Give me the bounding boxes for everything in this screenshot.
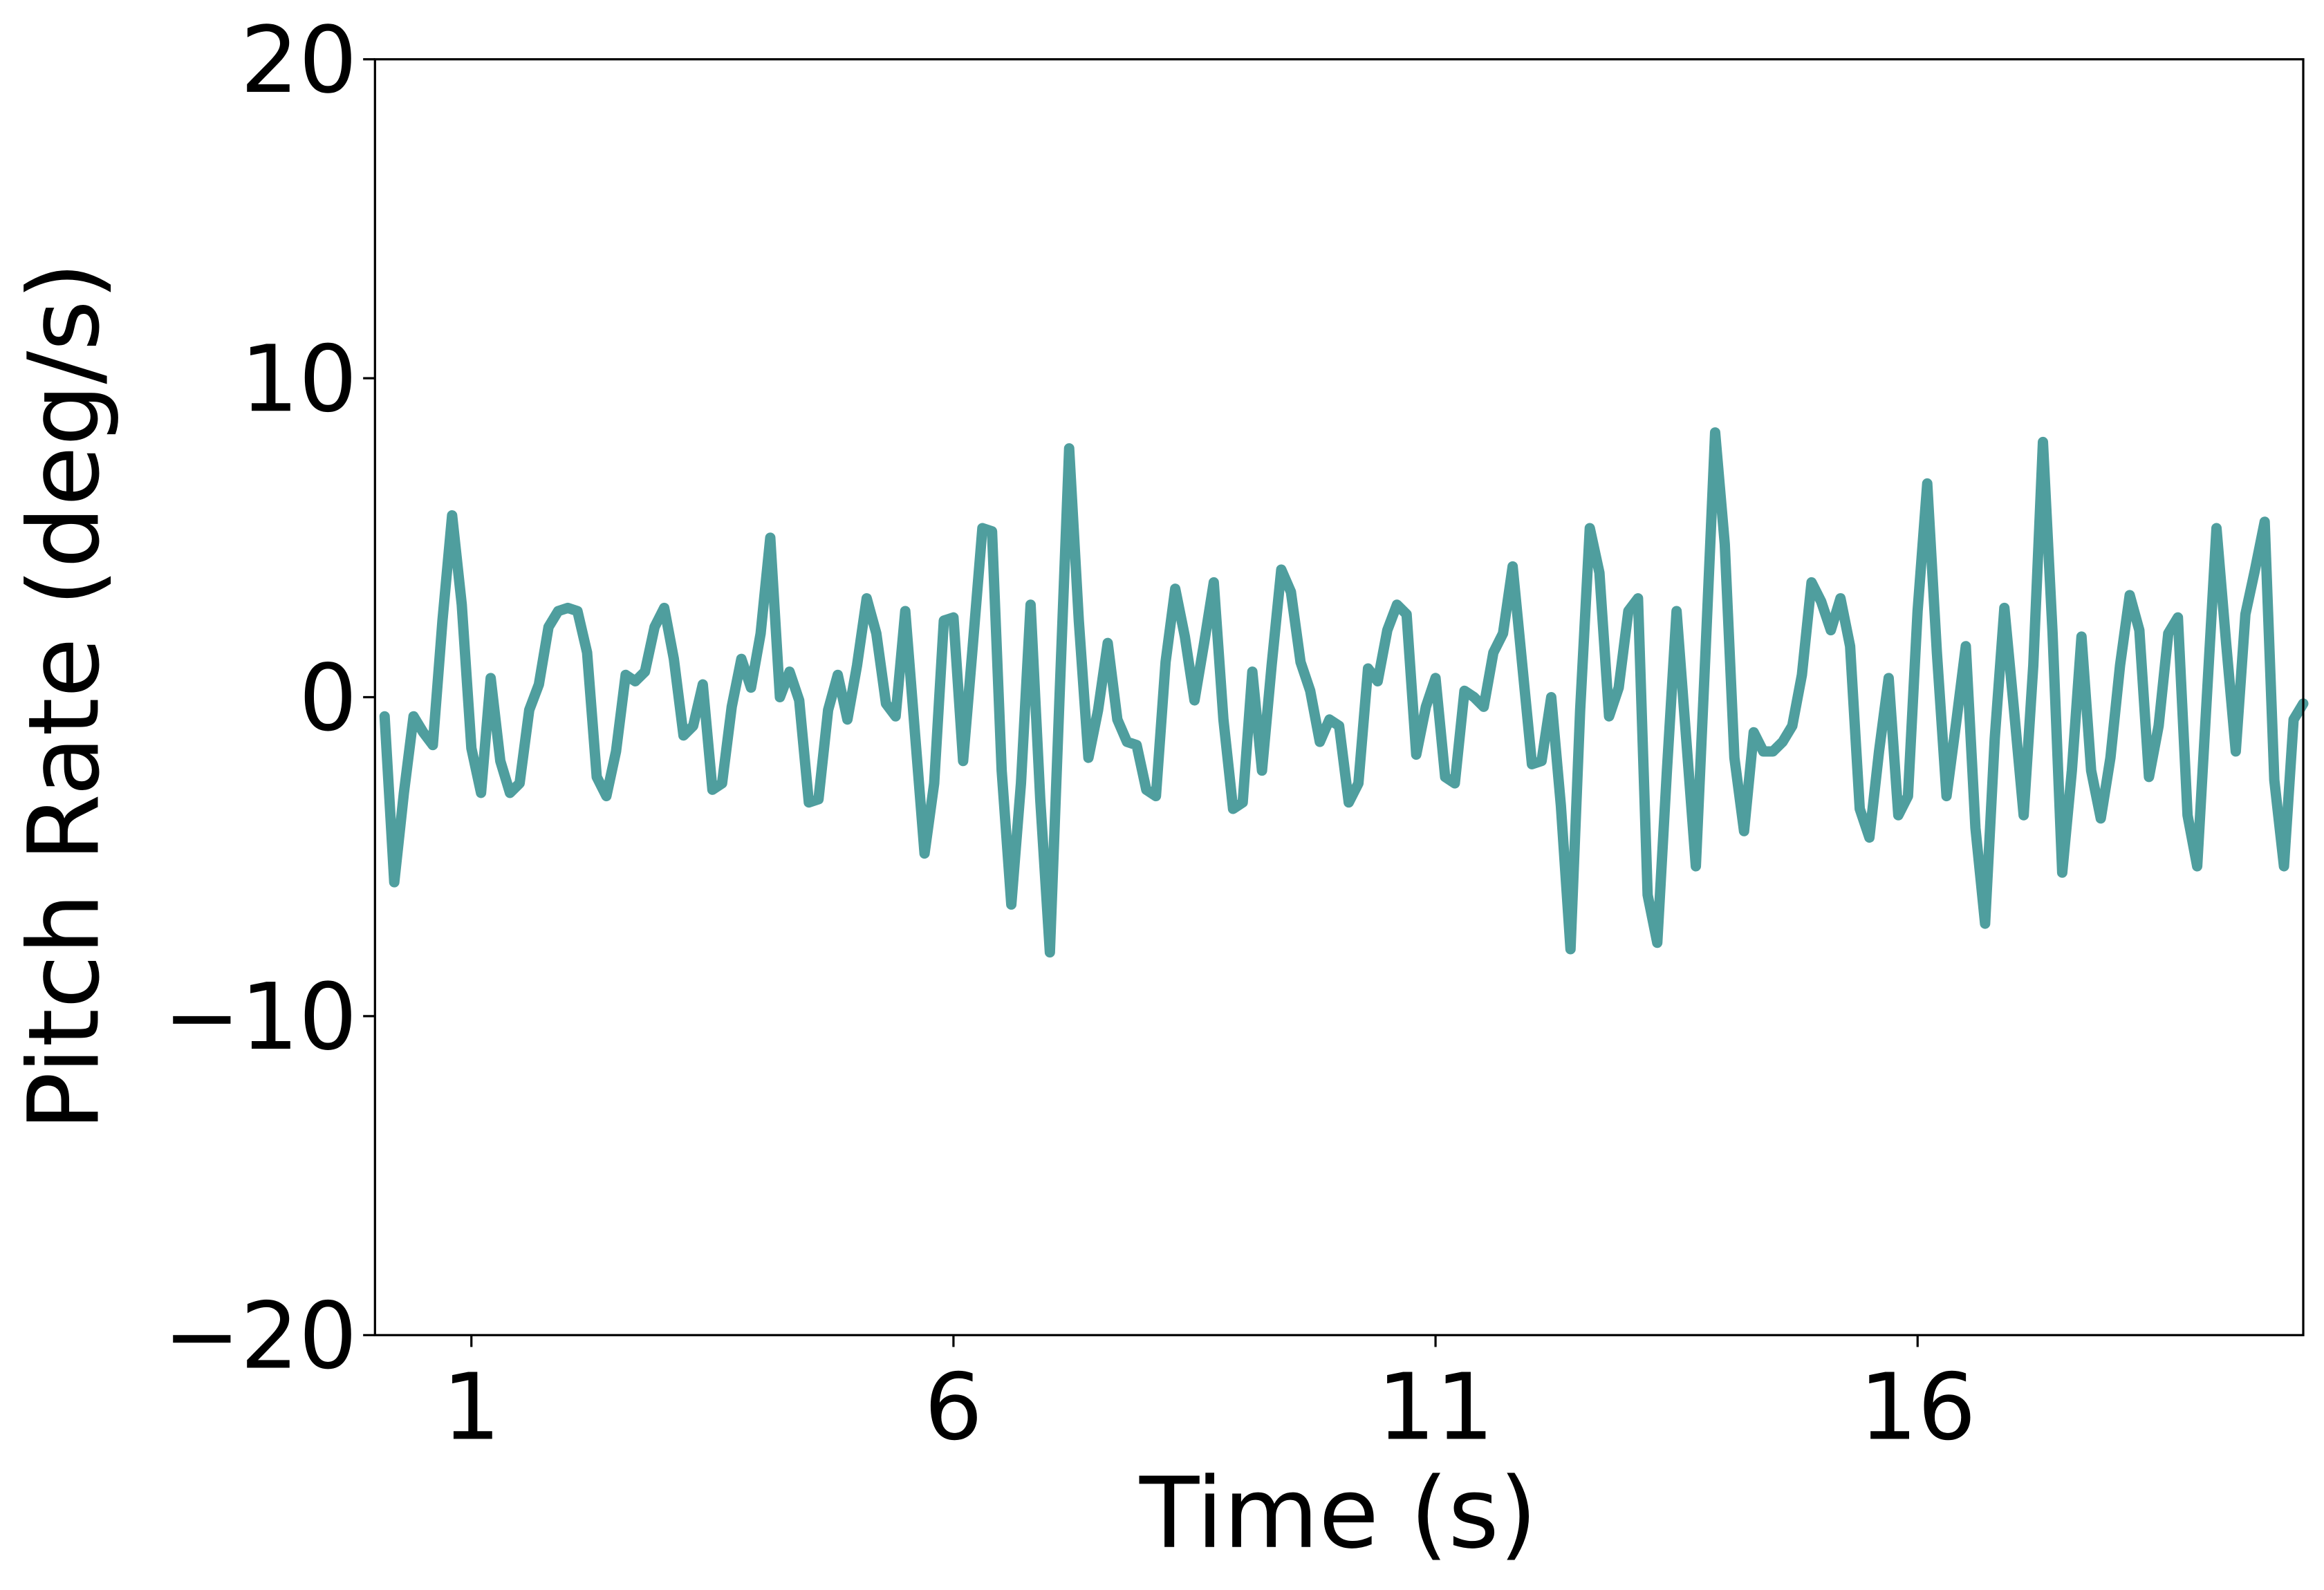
x-axis-label: Time (s)	[1139, 1457, 1537, 1571]
y-axis-label: Pitch Rate (deg/s)	[8, 262, 121, 1131]
y-tick-label: −20	[163, 1283, 357, 1390]
x-tick-label: 6	[924, 1354, 983, 1461]
plot-frame	[373, 58, 2305, 1336]
x-tick-label: 1	[442, 1354, 501, 1461]
x-tick-label: 16	[1859, 1354, 1976, 1461]
y-tick-label: 0	[299, 646, 357, 752]
y-tick-label: 20	[240, 8, 357, 114]
y-tick-label: 10	[240, 326, 357, 433]
data-line	[379, 427, 2309, 958]
y-tick-label: −10	[163, 964, 357, 1071]
x-tick-label: 11	[1377, 1354, 1494, 1461]
